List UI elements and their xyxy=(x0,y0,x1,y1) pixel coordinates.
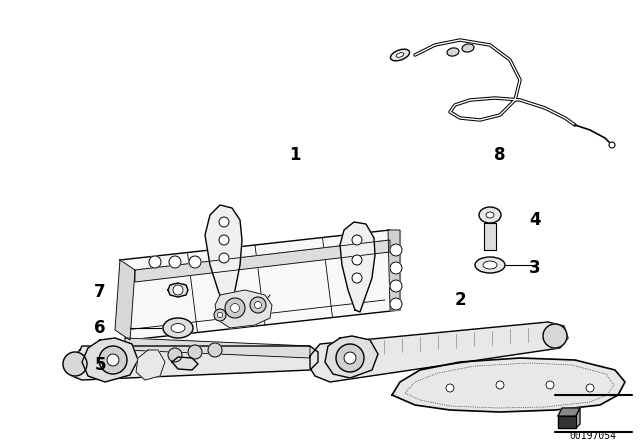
Circle shape xyxy=(219,217,229,227)
Ellipse shape xyxy=(479,207,501,223)
Polygon shape xyxy=(576,408,580,428)
Circle shape xyxy=(168,348,182,362)
Circle shape xyxy=(189,256,201,268)
Circle shape xyxy=(390,244,402,256)
Circle shape xyxy=(609,142,615,148)
Polygon shape xyxy=(558,416,576,428)
Circle shape xyxy=(208,343,222,357)
Text: 4: 4 xyxy=(529,211,541,229)
Polygon shape xyxy=(120,230,400,340)
Ellipse shape xyxy=(483,261,497,269)
Circle shape xyxy=(99,346,127,374)
Text: 7: 7 xyxy=(94,283,106,301)
Circle shape xyxy=(63,352,87,376)
Circle shape xyxy=(230,303,239,313)
Circle shape xyxy=(586,384,594,392)
Ellipse shape xyxy=(475,257,505,273)
Circle shape xyxy=(219,253,229,263)
Polygon shape xyxy=(136,350,165,380)
Polygon shape xyxy=(310,322,568,382)
Circle shape xyxy=(188,345,202,359)
Text: 00197054: 00197054 xyxy=(570,431,616,441)
Polygon shape xyxy=(205,205,242,310)
Circle shape xyxy=(352,235,362,245)
Circle shape xyxy=(546,381,554,389)
Circle shape xyxy=(218,312,223,318)
Circle shape xyxy=(344,352,356,364)
Circle shape xyxy=(543,324,567,348)
Circle shape xyxy=(149,256,161,268)
Polygon shape xyxy=(68,346,318,380)
Text: 2: 2 xyxy=(454,291,466,309)
Polygon shape xyxy=(558,408,580,416)
Ellipse shape xyxy=(447,48,459,56)
Ellipse shape xyxy=(486,212,494,218)
Circle shape xyxy=(496,381,504,389)
Circle shape xyxy=(352,273,362,283)
Polygon shape xyxy=(115,260,135,340)
Polygon shape xyxy=(484,223,496,250)
Polygon shape xyxy=(125,338,310,358)
Text: 8: 8 xyxy=(494,146,506,164)
Text: 1: 1 xyxy=(289,146,301,164)
Circle shape xyxy=(214,309,226,321)
Circle shape xyxy=(219,235,229,245)
Circle shape xyxy=(250,297,266,313)
Circle shape xyxy=(107,354,119,366)
Circle shape xyxy=(169,256,181,268)
Polygon shape xyxy=(215,290,272,328)
Ellipse shape xyxy=(171,323,185,332)
Polygon shape xyxy=(325,336,378,378)
Ellipse shape xyxy=(462,44,474,52)
Ellipse shape xyxy=(390,49,410,61)
Circle shape xyxy=(173,285,183,295)
Polygon shape xyxy=(392,358,625,412)
Ellipse shape xyxy=(163,318,193,338)
Circle shape xyxy=(225,298,245,318)
Circle shape xyxy=(352,255,362,265)
Circle shape xyxy=(390,262,402,274)
Circle shape xyxy=(446,384,454,392)
Polygon shape xyxy=(168,283,188,297)
Ellipse shape xyxy=(396,53,404,57)
Circle shape xyxy=(336,344,364,372)
Polygon shape xyxy=(135,240,390,282)
Polygon shape xyxy=(172,357,198,370)
Text: 3: 3 xyxy=(529,259,541,277)
Polygon shape xyxy=(388,230,400,310)
Polygon shape xyxy=(82,338,138,382)
Circle shape xyxy=(255,302,262,309)
Circle shape xyxy=(390,280,402,292)
Circle shape xyxy=(390,298,402,310)
Text: 5: 5 xyxy=(94,356,106,374)
Text: 6: 6 xyxy=(94,319,106,337)
Polygon shape xyxy=(340,222,375,312)
